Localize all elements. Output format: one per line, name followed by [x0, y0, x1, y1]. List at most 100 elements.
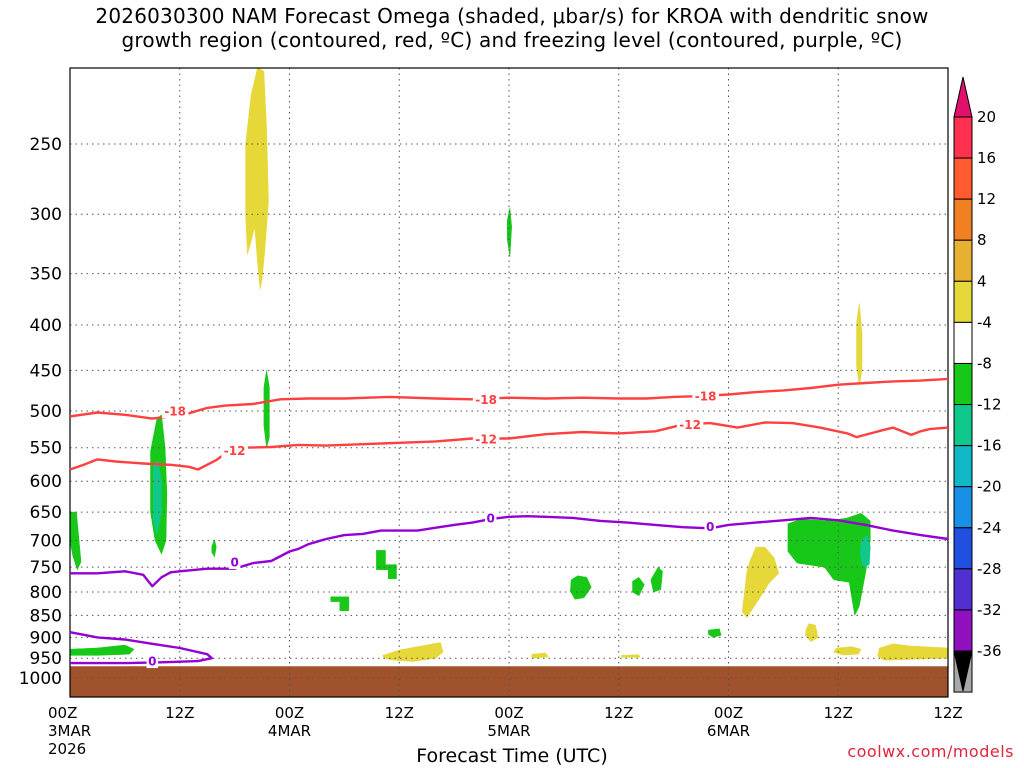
- colorbar-swatch-3: [953, 239, 973, 282]
- omega-shading: [69, 67, 949, 697]
- contour-label-bg-1-0: [221, 443, 248, 458]
- y-tick-label-10: 750: [30, 558, 62, 578]
- colorbar-label-13: -36: [977, 642, 1002, 660]
- contour-label-1-1: -12: [475, 433, 497, 447]
- omega-region-13: [506, 207, 512, 257]
- omega-region-15: [330, 596, 350, 612]
- omega-region-21: [787, 512, 871, 617]
- y-tick-label-14: 950: [30, 649, 62, 669]
- y-tick-label-9: 700: [30, 532, 62, 552]
- contour-label-2-0: 0: [230, 556, 238, 570]
- omega-region-4: [531, 652, 549, 659]
- y-tick-label-15: 1000: [19, 669, 62, 689]
- colorbar-label-8: -16: [977, 437, 1002, 455]
- colorbar-swatch-5: [953, 321, 973, 364]
- omega-region-17: [632, 576, 645, 597]
- colorbar-swatch-10: [953, 527, 973, 570]
- contour-0: [69, 377, 949, 420]
- colorbar-label-11: -28: [977, 560, 1002, 578]
- x-tick-year-0: 2026: [48, 740, 86, 758]
- omega-region-16: [570, 575, 592, 600]
- gridlines: [69, 67, 949, 698]
- colorbar-swatch-2: [953, 198, 973, 241]
- contour-2: [70, 515, 949, 588]
- contour-label-0-1: -18: [475, 393, 497, 407]
- contour-label-bg-3-0: [146, 654, 159, 669]
- contour-label-bg-1-2: [676, 417, 704, 432]
- x-tick-label-0: 00Z: [48, 704, 77, 722]
- credit-text: coolwx.com/models: [847, 742, 1014, 761]
- colorbar-swatch-12: [953, 609, 973, 652]
- colorbar-swatch-6: [953, 362, 973, 406]
- x-tick-label-4: 00Z: [494, 704, 523, 722]
- contour-3: [69, 631, 213, 665]
- contour-lines: -18 -18 -18 -12 -12 -12 0 0 0 0: [69, 377, 949, 669]
- contour-label-2-2: 0: [706, 520, 714, 534]
- omega-region-18: [650, 566, 663, 593]
- contour-label-1-2: -12: [679, 418, 701, 432]
- y-tick-label-7: 600: [30, 472, 62, 492]
- colorbar-swatch-4: [953, 280, 973, 323]
- omega-region-14: [376, 550, 397, 580]
- colorbar-swatch-9: [953, 486, 973, 529]
- colorbar-label-4: 4: [977, 272, 987, 290]
- omega-region-12: [211, 538, 217, 558]
- chart-title-line-2: growth region (contoured, red, ºC) and f…: [121, 28, 903, 52]
- y-tick-label-0: 250: [30, 135, 62, 155]
- colorbar-swatch-7: [953, 404, 973, 447]
- colorbar-swatch-11: [953, 568, 973, 611]
- colorbar-bottom-arrow: [953, 650, 973, 692]
- colorbar-label-5: -4: [977, 313, 992, 331]
- omega-region-7: [833, 646, 862, 656]
- contour-label-bg-2-0: [228, 555, 241, 570]
- chart-title-line-1: 2026030300 NAM Forecast Omega (shaded, μ…: [95, 4, 929, 28]
- y-tick-label-3: 400: [30, 316, 62, 336]
- x-tick-label-2: 00Z: [275, 704, 304, 722]
- contour-1: [69, 421, 949, 471]
- colorbar: 20 16 12 8 4 -4 -8 -12 -16 -20 -24 -28 -32 -36: [953, 76, 1002, 693]
- contour-label-0-2: -18: [695, 390, 717, 404]
- omega-region-3: [382, 642, 444, 662]
- colorbar-label-7: -12: [977, 396, 1002, 414]
- omega-region-11: [263, 370, 270, 448]
- x-axis-label: Forecast Time (UTC): [416, 745, 608, 767]
- colorbar-swatch-0: [953, 116, 973, 159]
- colorbar-label-1: 16: [977, 149, 996, 167]
- colorbar-label-10: -24: [977, 519, 1002, 537]
- colorbar-label-2: 12: [977, 190, 996, 208]
- contour-label-bg-1-1: [472, 432, 500, 447]
- omega-region-23: [859, 534, 871, 568]
- colorbar-label-3: 8: [977, 231, 987, 249]
- contour-label-bg-0-0: [161, 404, 189, 418]
- x-tick-label-5: 12Z: [604, 704, 633, 722]
- colorbar-label-0: 20: [977, 108, 996, 126]
- contour-label-bg-0-2: [692, 389, 719, 404]
- y-tick-label-5: 500: [30, 402, 62, 422]
- x-tick-date-0: 3MAR: [48, 722, 91, 740]
- colorbar-label-12: -32: [977, 601, 1002, 619]
- contour-label-bg-2-1: [484, 510, 497, 525]
- omega-region-2: [856, 303, 863, 386]
- colorbar-swatch-1: [953, 157, 973, 200]
- contour-label-1-0: -12: [224, 444, 246, 458]
- colorbar-swatch-8: [953, 445, 973, 488]
- omega-region-0: [245, 67, 269, 290]
- y-tick-label-8: 650: [30, 503, 62, 523]
- x-tick-label-1: 12Z: [165, 704, 194, 722]
- plot-frame: [69, 67, 949, 698]
- x-tick-label-3: 12Z: [385, 704, 414, 722]
- contour-label-bg-0-1: [472, 392, 500, 407]
- x-tick-date-6: 6MAR: [707, 722, 750, 740]
- y-tick-label-13: 900: [30, 628, 62, 648]
- omega-region-5: [621, 654, 641, 658]
- colorbar-label-9: -20: [977, 478, 1002, 496]
- x-tick-date-4: 5MAR: [487, 722, 530, 740]
- y-tick-label-2: 350: [30, 265, 62, 285]
- omega-region-19: [708, 628, 722, 638]
- x-tick-label-7: 12Z: [824, 704, 853, 722]
- chart-title: 2026030300 NAM Forecast Omega (shaded, μ…: [0, 4, 1024, 52]
- contour-label-bg-2-2: [704, 519, 716, 534]
- omega-region-6: [805, 623, 819, 643]
- x-tick-label-end: 12Z: [933, 704, 962, 722]
